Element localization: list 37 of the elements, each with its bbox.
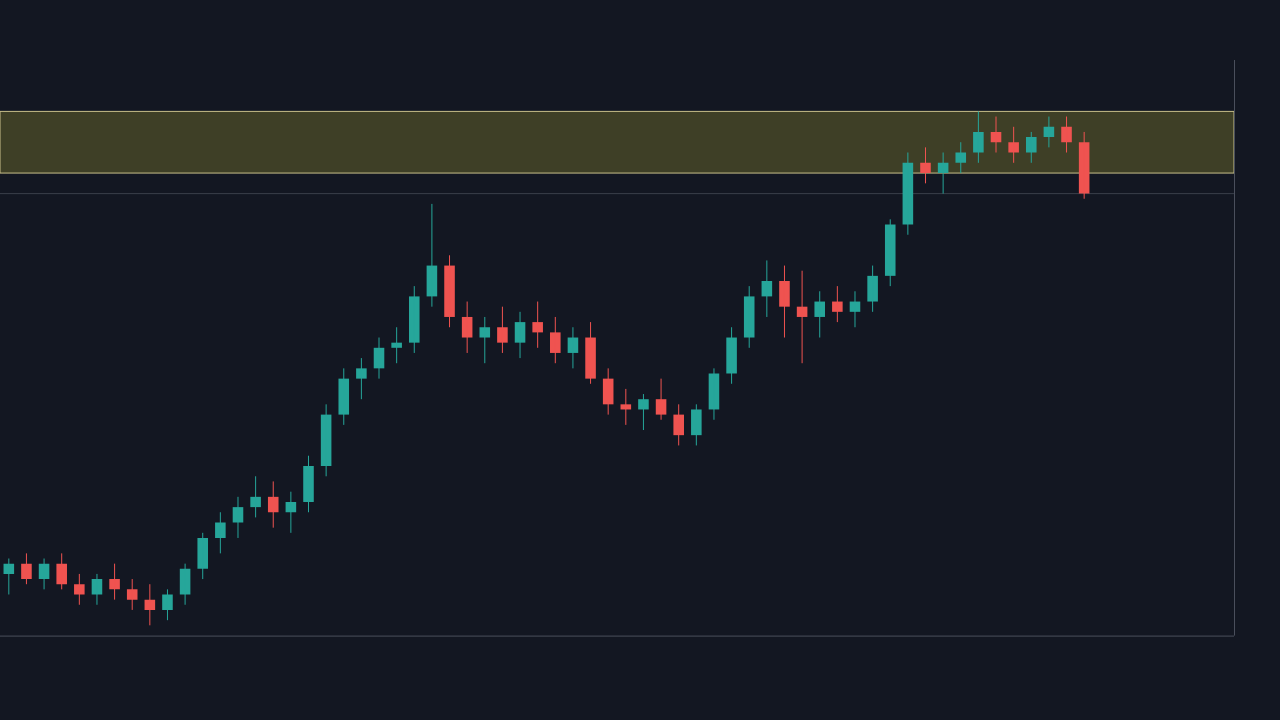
candlestick xyxy=(1061,116,1072,154)
candlestick xyxy=(215,511,226,554)
candlestick xyxy=(1008,126,1019,164)
candlestick xyxy=(74,573,85,606)
candlestick xyxy=(444,254,455,328)
candlestick xyxy=(832,285,843,323)
candlestick xyxy=(532,301,543,349)
candlestick xyxy=(973,110,984,164)
candlestick xyxy=(338,367,350,426)
candlestick xyxy=(126,578,138,611)
candlestick xyxy=(391,326,402,364)
candlestick xyxy=(673,403,684,446)
candlestick xyxy=(109,563,120,601)
candlestick xyxy=(21,552,32,585)
candlestick xyxy=(1025,131,1037,164)
candlestick xyxy=(920,146,931,184)
candlestick xyxy=(497,306,508,354)
candlestick xyxy=(303,455,314,513)
candlestick xyxy=(884,218,896,287)
candlestick xyxy=(479,316,491,364)
candlestick xyxy=(779,265,790,339)
candlestick xyxy=(638,393,649,431)
candlestick xyxy=(550,316,561,364)
candlestick xyxy=(356,357,367,400)
candlestick xyxy=(250,475,261,518)
candlestick xyxy=(743,285,755,349)
candlestick xyxy=(267,480,279,529)
candlestick xyxy=(56,552,67,590)
candlestick xyxy=(726,326,737,385)
candlestick xyxy=(585,321,596,385)
candlestick xyxy=(955,141,967,174)
candlestick xyxy=(197,532,209,580)
candlestick xyxy=(408,285,420,354)
candlestick xyxy=(867,265,878,313)
candlestick xyxy=(814,290,826,339)
candlestick xyxy=(691,403,702,446)
candlestick xyxy=(162,588,173,621)
